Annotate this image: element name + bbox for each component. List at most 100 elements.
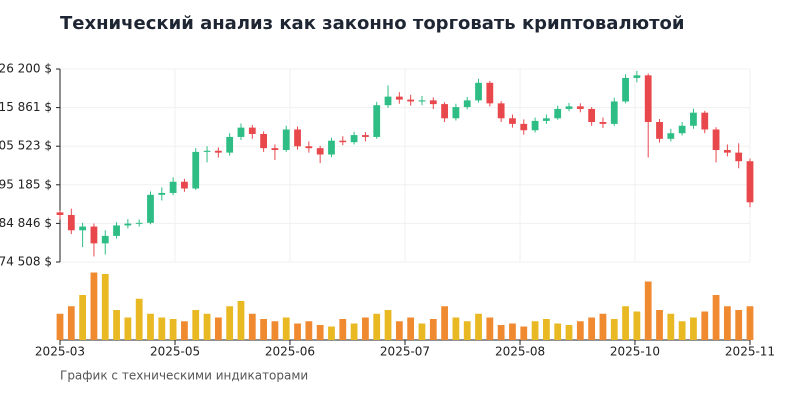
volume-bar <box>531 321 539 340</box>
candle-body <box>554 108 562 119</box>
volume-bar <box>746 306 754 340</box>
volume-bar <box>588 317 596 340</box>
volume-bar <box>203 313 211 340</box>
volume-bar <box>735 310 743 340</box>
volume-bar <box>384 310 392 340</box>
candle-body <box>463 100 471 108</box>
candle-body <box>294 129 301 147</box>
candle-body <box>395 96 403 100</box>
volume-bar <box>339 319 347 340</box>
candle-body <box>407 99 415 102</box>
candle-body <box>214 150 222 153</box>
x-tick-label: 2025-07 <box>380 345 430 359</box>
candle-body <box>746 161 754 203</box>
x-tick-label: 2025-11 <box>725 345 775 359</box>
candle-body <box>282 129 290 151</box>
candle-body <box>678 125 686 134</box>
candle-body <box>599 122 607 124</box>
volume-bar <box>158 317 166 340</box>
candle-body <box>147 194 154 223</box>
volume-bar <box>610 319 618 340</box>
volume-bar <box>690 317 697 340</box>
candle-body <box>543 118 550 121</box>
volume-bar <box>169 319 177 340</box>
volume-bar <box>418 323 426 340</box>
candle-body <box>520 123 528 131</box>
volume-bar <box>565 325 573 340</box>
candle-body <box>271 148 279 151</box>
y-tick-label: 84 846 $ <box>0 216 52 230</box>
volume-bar <box>395 321 403 340</box>
candle-body <box>328 140 335 155</box>
candle-body <box>316 148 324 155</box>
volume-bar <box>497 325 505 340</box>
volume-bar <box>79 295 87 340</box>
volume-bar <box>441 306 448 340</box>
y-tick-label: 115 861 $ <box>0 100 52 114</box>
volume-bar <box>633 311 641 340</box>
volume-bar <box>147 313 154 340</box>
volume-bar <box>271 321 279 340</box>
candle-body <box>723 150 731 153</box>
volume-bar <box>543 319 550 340</box>
volume-bar <box>656 310 663 340</box>
x-tick-label: 2025-06 <box>265 345 315 359</box>
candle-body <box>509 118 516 124</box>
volume-bar <box>192 310 200 340</box>
volume-bar <box>328 326 335 340</box>
volume-bar <box>644 281 652 340</box>
candle-body <box>79 226 87 231</box>
volume-bar <box>101 274 109 340</box>
candle-body <box>576 106 584 109</box>
volume-bar <box>124 317 132 340</box>
volume-bar <box>554 323 562 340</box>
candle-body <box>441 104 448 119</box>
candle-body <box>203 150 211 152</box>
candle-body <box>531 120 539 131</box>
candle-body <box>101 235 109 244</box>
candle-body <box>373 105 381 137</box>
volume-bar <box>237 301 245 340</box>
x-tick-label: 2025-03 <box>35 345 85 359</box>
volume-bar <box>373 313 381 340</box>
candle-body <box>135 222 143 224</box>
y-tick-label: 126 200 $ <box>0 62 52 76</box>
volume-bar <box>407 317 415 340</box>
candle-body <box>644 75 652 123</box>
volume-bar <box>362 317 369 340</box>
volume-bar <box>248 313 256 340</box>
volume-bar <box>475 313 482 340</box>
volume-bar <box>294 323 301 340</box>
candle-body <box>362 135 369 137</box>
candle-body <box>260 133 267 149</box>
candle-body <box>418 100 426 102</box>
candle-body <box>192 151 200 189</box>
volume-bar <box>56 313 64 340</box>
candle-body <box>667 133 675 139</box>
volume-bar <box>667 313 675 340</box>
candle-body <box>169 181 177 193</box>
candle-body <box>56 212 64 215</box>
volume-bar <box>135 298 143 340</box>
volume-bar <box>260 319 267 340</box>
y-tick-label: 95 185 $ <box>0 177 52 191</box>
volume-bar <box>452 317 460 340</box>
x-tick-label: 2025-10 <box>610 345 660 359</box>
candle-body <box>610 101 618 124</box>
candle-body <box>701 112 709 130</box>
candle-body <box>588 108 596 123</box>
volume-bar <box>576 321 584 340</box>
candle-body <box>712 129 720 151</box>
candle-body <box>384 96 392 106</box>
candle-body <box>497 103 505 119</box>
candle-body <box>90 226 98 244</box>
candle-body <box>305 146 313 149</box>
volume-bar <box>599 313 607 340</box>
volume-bar <box>701 311 709 340</box>
candle-body <box>486 82 494 104</box>
volume-bar <box>282 317 290 340</box>
volume-bar <box>305 321 313 340</box>
x-tick-label: 2025-08 <box>495 345 545 359</box>
candle-body <box>158 192 166 195</box>
